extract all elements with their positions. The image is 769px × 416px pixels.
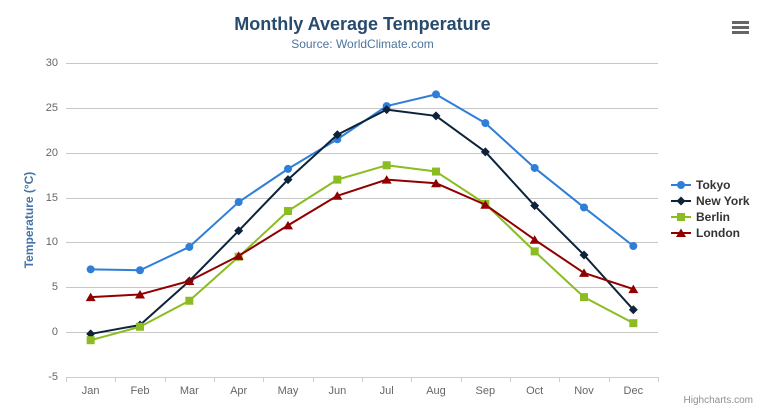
- legend-label: London: [696, 226, 740, 240]
- legend-item-tokyo[interactable]: Tokyo: [671, 177, 750, 193]
- hamburger-menu-icon: [732, 21, 749, 24]
- export-menu-button[interactable]: [732, 21, 749, 34]
- x-axis-label: Dec: [623, 385, 644, 397]
- x-axis-label: Aug: [426, 385, 446, 397]
- y-axis-label: 15: [45, 191, 58, 204]
- series-london[interactable]: [85, 175, 639, 302]
- x-axis-label: Mar: [179, 385, 199, 397]
- y-axis-label: 25: [45, 101, 58, 114]
- x-axis-label: Feb: [130, 385, 150, 397]
- y-axis-label: 10: [45, 236, 58, 249]
- x-axis-label: Jun: [328, 385, 347, 397]
- chart-title: Monthly Average Temperature: [234, 14, 491, 34]
- x-axis-label: Nov: [574, 385, 594, 397]
- y-axis-label: 0: [51, 326, 58, 339]
- y-axis-label: -5: [48, 371, 58, 383]
- hamburger-menu-icon: [732, 31, 749, 34]
- legend-label: Tokyo: [696, 178, 731, 192]
- circle-marker-icon: [671, 181, 691, 189]
- x-axis-label: May: [277, 385, 299, 397]
- legend-label: New York: [696, 194, 750, 208]
- legend-label: Berlin: [696, 210, 731, 224]
- x-axis: [66, 377, 659, 382]
- legend: Tokyo New York Berlin London: [671, 177, 750, 241]
- legend-item-new-york[interactable]: New York: [671, 193, 750, 209]
- chart-subtitle: Source: WorldClimate.com: [291, 37, 434, 51]
- triangle-marker-icon: [671, 228, 691, 237]
- highcharts-credit[interactable]: Highcharts.com: [683, 395, 753, 406]
- hamburger-menu-icon: [732, 26, 749, 29]
- x-axis-label: Jul: [379, 385, 394, 397]
- square-marker-icon: [671, 213, 691, 221]
- x-axis-label: Apr: [230, 385, 248, 397]
- y-axis-label: 30: [45, 57, 58, 69]
- series-new-york[interactable]: [86, 105, 638, 339]
- diamond-marker-icon: [671, 196, 691, 206]
- y-axis-label: 5: [51, 281, 58, 294]
- x-axis-label: Oct: [526, 385, 544, 397]
- y-axis-label: 20: [45, 146, 58, 159]
- x-axis-label: Sep: [475, 385, 496, 397]
- series-tokyo[interactable]: [86, 90, 638, 275]
- legend-item-berlin[interactable]: Berlin: [671, 209, 750, 225]
- x-axis-label: Jan: [81, 385, 100, 397]
- gridlines: [66, 63, 658, 333]
- legend-item-london[interactable]: London: [671, 225, 750, 241]
